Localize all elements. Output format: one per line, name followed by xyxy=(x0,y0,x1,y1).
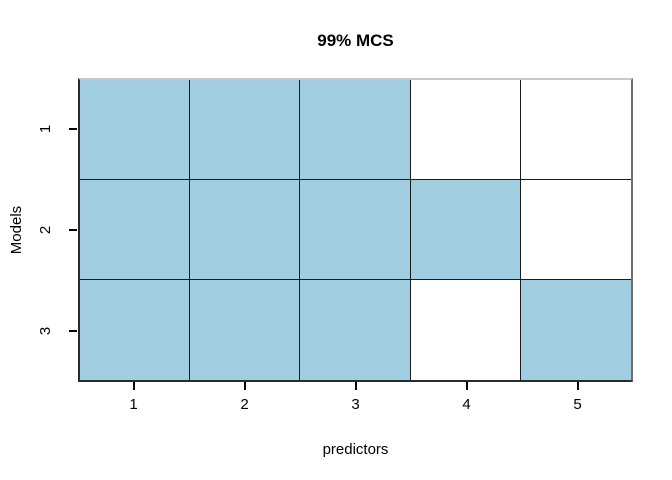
heatmap-cell-grid xyxy=(80,80,631,380)
heatmap-cell-m1-p1 xyxy=(80,80,191,180)
y-tick-mark xyxy=(69,330,77,333)
x-tick-mark xyxy=(243,382,246,390)
chart-title: 99% MCS xyxy=(317,31,394,50)
plot-area xyxy=(78,78,633,382)
x-tick-label: 1 xyxy=(129,396,138,413)
y-tick-label: 1 xyxy=(37,124,54,133)
x-tick-mark xyxy=(132,382,135,390)
y-tick-label: 3 xyxy=(37,327,54,336)
heatmap-cell-m2-p2 xyxy=(190,180,301,280)
x-tick-mark xyxy=(354,382,357,390)
heatmap-cell-m2-p5 xyxy=(520,180,631,280)
x-tick-label: 2 xyxy=(240,396,249,413)
y-tick-label: 2 xyxy=(37,225,54,235)
x-tick-label: 5 xyxy=(573,396,582,413)
x-tick-mark xyxy=(576,382,579,390)
heatmap-cell-m1-p4 xyxy=(410,80,521,180)
heatmap-cell-m1-p2 xyxy=(190,80,301,180)
heatmap-cell-m3-p3 xyxy=(300,280,411,380)
heatmap-cell-m1-p3 xyxy=(300,80,411,180)
x-tick-mark xyxy=(465,382,468,390)
y-tick-mark xyxy=(69,127,77,130)
heatmap-cell-m2-p1 xyxy=(80,180,191,280)
heatmap-cell-m3-p2 xyxy=(190,280,301,380)
heatmap-cell-m3-p4 xyxy=(410,280,521,380)
y-axis-title: Models xyxy=(8,205,25,255)
x-tick-label: 3 xyxy=(351,396,360,413)
heatmap-cell-m3-p1 xyxy=(80,280,191,380)
x-tick-label: 4 xyxy=(462,396,471,413)
heatmap-cell-m1-p5 xyxy=(520,80,631,180)
heatmap-cell-m3-p5 xyxy=(520,280,631,380)
x-axis-title: predictors xyxy=(322,441,389,458)
heatmap-cell-m2-p3 xyxy=(300,180,411,280)
y-tick-mark xyxy=(69,229,77,231)
heatmap-cell-m2-p4 xyxy=(410,180,521,280)
